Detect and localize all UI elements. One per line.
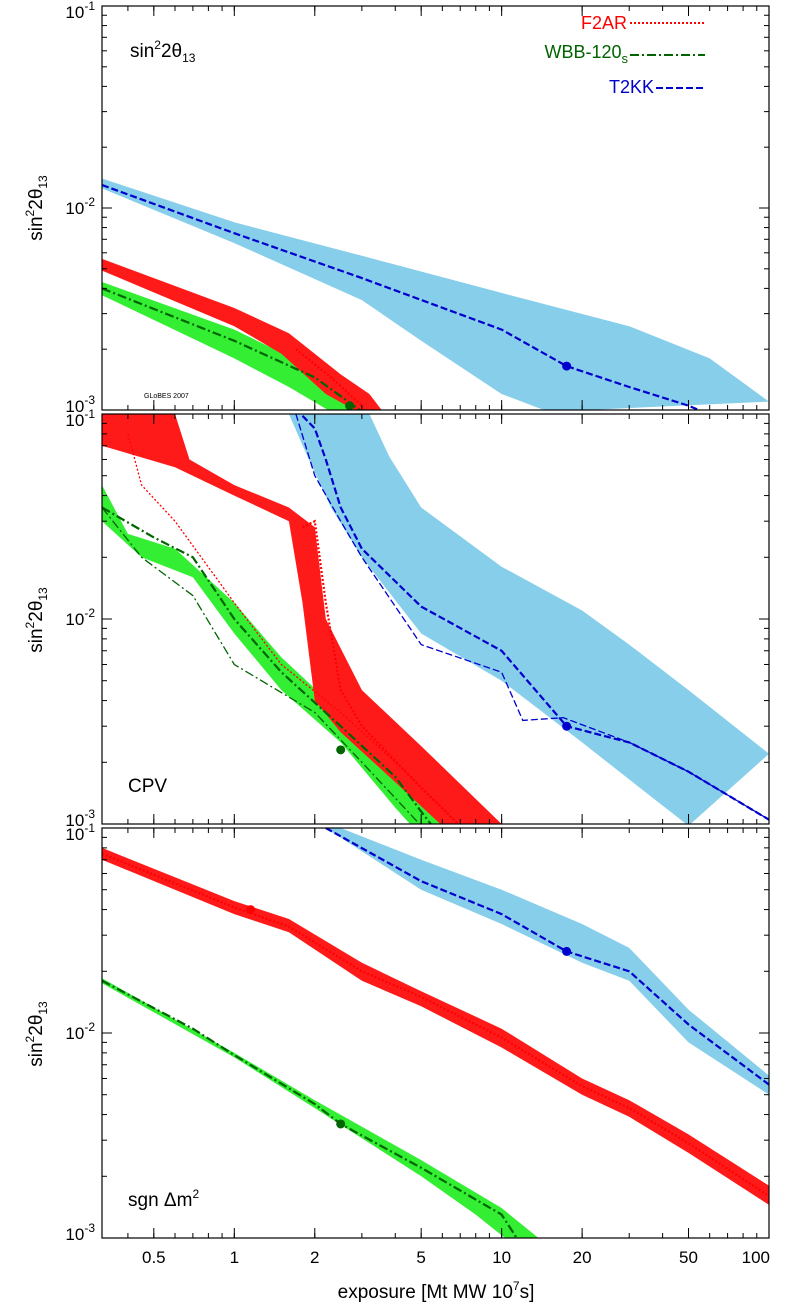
legend-label: WBB-120 bbox=[544, 42, 621, 62]
svg-text:sin22θ13: sin22θ13 bbox=[23, 175, 50, 241]
x-tick-label: 50 bbox=[679, 1248, 698, 1267]
series-line-wbb-120s bbox=[102, 979, 519, 1238]
legend-item-wbb: WBB-120s bbox=[544, 42, 705, 66]
y-axis-label-middle: sin22θ13 bbox=[23, 587, 50, 653]
band-f2ar bbox=[102, 414, 502, 824]
x-tick-label: 2 bbox=[310, 1248, 319, 1267]
y-tick-label: 10-3 bbox=[65, 1221, 95, 1244]
band-t2kk bbox=[102, 178, 769, 410]
legend: F2AR WBB-120s T2KK bbox=[544, 13, 705, 97]
watermark: GLoBES 2007 bbox=[144, 393, 189, 400]
series-line-wbb-120s bbox=[102, 506, 433, 824]
series-line-t2kk bbox=[301, 415, 769, 821]
y-tick-label: 10-2 bbox=[65, 195, 95, 218]
x-axis-label: exposure [Mt MW 107s] bbox=[338, 1279, 535, 1303]
legend-item-f2ar: F2AR bbox=[581, 13, 705, 33]
data-point-wbb-120s bbox=[345, 401, 355, 411]
panel-1 bbox=[102, 178, 769, 410]
band-t2kk bbox=[288, 414, 769, 824]
y-tick-label: 10-2 bbox=[65, 1020, 95, 1043]
legend-item-t2kk: T2KK bbox=[609, 77, 705, 97]
series-line-f2ar bbox=[302, 519, 460, 824]
series-line-f2ar bbox=[295, 348, 363, 407]
panel-label-cpv: CPV bbox=[128, 776, 167, 797]
band-t2kk bbox=[325, 828, 769, 1095]
data-point-wbb-120s bbox=[336, 745, 346, 755]
svg-text:sin22θ13: sin22θ13 bbox=[23, 587, 50, 653]
legend-label-sub: s bbox=[622, 51, 629, 66]
series-line-f2ar bbox=[102, 852, 769, 1198]
thin-line-f2ar bbox=[127, 433, 460, 824]
x-tick-label: 5 bbox=[416, 1248, 425, 1267]
svg-text:sin22θ13: sin22θ13 bbox=[23, 1001, 50, 1067]
panel-2 bbox=[102, 414, 769, 824]
panel-label-sgn: sgn Δm2 bbox=[128, 1187, 199, 1211]
thin-line-wbb-120s bbox=[102, 507, 421, 824]
y-axis-label-top: sin22θ13 bbox=[23, 175, 50, 241]
x-tick-label: 20 bbox=[573, 1248, 592, 1267]
legend-label: F2AR bbox=[581, 13, 627, 33]
svg-text:WBB-120s: WBB-120s bbox=[544, 42, 628, 66]
y-tick-label: 10-3 bbox=[65, 393, 95, 416]
panel-3 bbox=[102, 828, 769, 1238]
panel-label-theta: sin22θ13 bbox=[130, 38, 196, 65]
x-tick-label: 0.5 bbox=[142, 1248, 166, 1267]
data-point-wbb-120s bbox=[336, 1119, 346, 1129]
x-tick-label: 1 bbox=[230, 1248, 239, 1267]
band-f2ar bbox=[102, 258, 382, 410]
data-point-t2kk bbox=[562, 361, 572, 371]
x-tick-label: 100 bbox=[742, 1248, 770, 1267]
y-tick-label: 10-1 bbox=[65, 821, 95, 844]
y-tick-label: 10-3 bbox=[65, 807, 95, 830]
x-tick-label: 10 bbox=[492, 1248, 511, 1267]
legend-label: T2KK bbox=[609, 77, 654, 97]
thin-line-t2kk bbox=[295, 414, 769, 821]
series-line-t2kk bbox=[102, 183, 702, 410]
y-tick-label: 10-1 bbox=[65, 0, 95, 22]
y-axis-label-bottom: sin22θ13 bbox=[23, 1001, 50, 1067]
y-tick-label: 10-1 bbox=[65, 407, 95, 430]
y-tick-label: 10-2 bbox=[65, 606, 95, 629]
data-point-t2kk bbox=[562, 946, 572, 956]
data-point-f2ar bbox=[246, 905, 256, 915]
band-f2ar bbox=[102, 847, 769, 1205]
data-point-t2kk bbox=[562, 721, 572, 731]
